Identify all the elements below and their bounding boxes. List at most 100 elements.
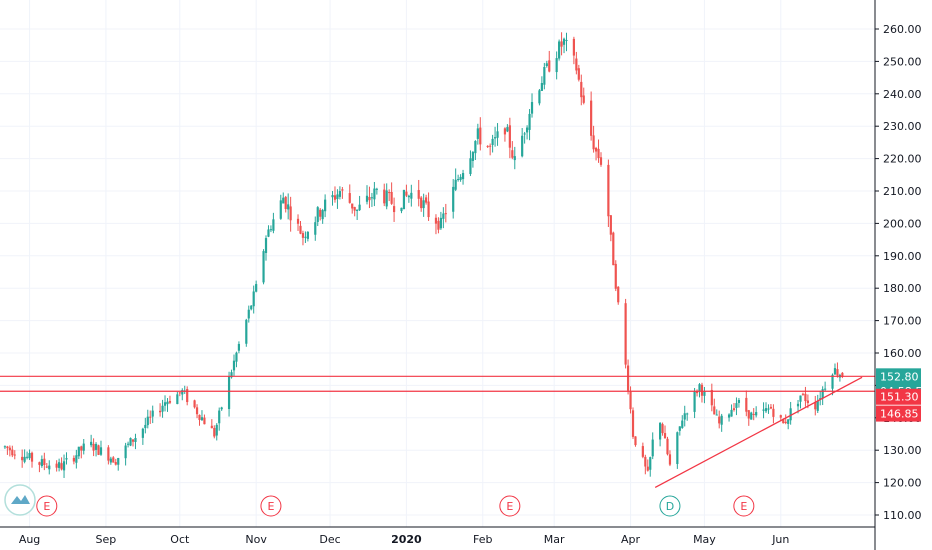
- candle[interactable]: [678, 426, 681, 436]
- candle[interactable]: [486, 145, 489, 148]
- candle[interactable]: [698, 383, 701, 398]
- candle[interactable]: [392, 197, 396, 222]
- candle[interactable]: [8, 445, 11, 457]
- candle[interactable]: [434, 214, 438, 235]
- candle[interactable]: [750, 411, 753, 420]
- candle[interactable]: [25, 451, 29, 460]
- candle[interactable]: [816, 394, 819, 413]
- candle[interactable]: [38, 461, 41, 473]
- candle[interactable]: [99, 440, 103, 456]
- candle[interactable]: [250, 305, 253, 311]
- candle[interactable]: [210, 419, 213, 429]
- candle[interactable]: [599, 152, 603, 167]
- candle[interactable]: [368, 186, 371, 209]
- candle[interactable]: [824, 381, 827, 392]
- candle[interactable]: [833, 363, 837, 375]
- candle[interactable]: [631, 407, 635, 439]
- time-axis[interactable]: Aug Sep Oct Nov Dec 2020 Feb Mar Apr May Jun: [19, 533, 790, 546]
- candle[interactable]: [60, 457, 63, 471]
- candle[interactable]: [383, 183, 386, 207]
- candle[interactable]: [365, 185, 369, 205]
- candle[interactable]: [693, 387, 696, 419]
- candle[interactable]: [437, 217, 440, 234]
- candle[interactable]: [21, 449, 24, 468]
- candle[interactable]: [314, 216, 317, 241]
- candle[interactable]: [841, 372, 844, 379]
- candle[interactable]: [324, 194, 327, 218]
- candle[interactable]: [319, 208, 322, 221]
- candle[interactable]: [814, 395, 817, 416]
- candle[interactable]: [442, 207, 445, 229]
- candle[interactable]: [789, 401, 792, 425]
- candle[interactable]: [461, 169, 465, 185]
- candle[interactable]: [272, 212, 275, 234]
- candle[interactable]: [663, 425, 667, 439]
- candle[interactable]: [720, 413, 723, 432]
- candle[interactable]: [388, 189, 391, 202]
- candle[interactable]: [425, 194, 428, 205]
- candle[interactable]: [513, 146, 516, 170]
- candle[interactable]: [503, 127, 507, 142]
- candle[interactable]: [560, 32, 563, 56]
- candle[interactable]: [94, 442, 98, 457]
- candle[interactable]: [166, 398, 169, 412]
- candle[interactable]: [727, 413, 731, 422]
- candle[interactable]: [55, 460, 58, 472]
- candle[interactable]: [624, 298, 627, 369]
- candle[interactable]: [176, 391, 179, 405]
- candle[interactable]: [506, 124, 509, 133]
- candle[interactable]: [351, 203, 354, 214]
- candle[interactable]: [252, 285, 255, 314]
- candle[interactable]: [247, 305, 250, 323]
- candle[interactable]: [117, 457, 120, 471]
- candle[interactable]: [695, 389, 699, 397]
- candle[interactable]: [23, 449, 26, 464]
- candle[interactable]: [402, 189, 406, 210]
- candle[interactable]: [358, 195, 361, 212]
- candle[interactable]: [304, 231, 307, 243]
- candle[interactable]: [609, 214, 612, 242]
- candle[interactable]: [336, 189, 339, 209]
- candle[interactable]: [149, 410, 152, 424]
- candle[interactable]: [3, 445, 7, 449]
- candle[interactable]: [227, 371, 231, 417]
- candle[interactable]: [90, 434, 93, 448]
- candle[interactable]: [151, 405, 154, 424]
- candle[interactable]: [764, 402, 768, 413]
- candle[interactable]: [353, 206, 356, 217]
- candle[interactable]: [614, 260, 617, 292]
- candle[interactable]: [124, 442, 127, 466]
- candle[interactable]: [158, 403, 162, 417]
- candle[interactable]: [493, 126, 497, 147]
- candle[interactable]: [215, 423, 218, 441]
- candle[interactable]: [730, 404, 733, 417]
- candle[interactable]: [787, 419, 790, 430]
- candle[interactable]: [427, 192, 430, 221]
- candle[interactable]: [592, 125, 595, 153]
- candle[interactable]: [131, 439, 135, 447]
- candle[interactable]: [590, 91, 593, 141]
- candle[interactable]: [528, 109, 531, 141]
- candle[interactable]: [107, 445, 110, 465]
- candle[interactable]: [92, 438, 95, 457]
- candle[interactable]: [348, 184, 351, 204]
- candle[interactable]: [762, 402, 765, 419]
- candle[interactable]: [80, 445, 83, 459]
- candle[interactable]: [126, 441, 130, 448]
- candle[interactable]: [474, 140, 477, 161]
- candle[interactable]: [112, 456, 115, 463]
- candle[interactable]: [661, 422, 664, 436]
- candle[interactable]: [245, 318, 248, 347]
- candle[interactable]: [356, 209, 359, 220]
- candle[interactable]: [713, 398, 716, 415]
- candle[interactable]: [375, 187, 378, 195]
- candle[interactable]: [417, 179, 420, 207]
- candle[interactable]: [422, 193, 425, 217]
- candle[interactable]: [282, 192, 285, 204]
- candle[interactable]: [715, 409, 718, 416]
- candle[interactable]: [718, 410, 721, 429]
- drawn-levels[interactable]: [0, 375, 875, 489]
- candle[interactable]: [651, 432, 654, 460]
- candle[interactable]: [767, 404, 770, 414]
- candle[interactable]: [801, 392, 805, 396]
